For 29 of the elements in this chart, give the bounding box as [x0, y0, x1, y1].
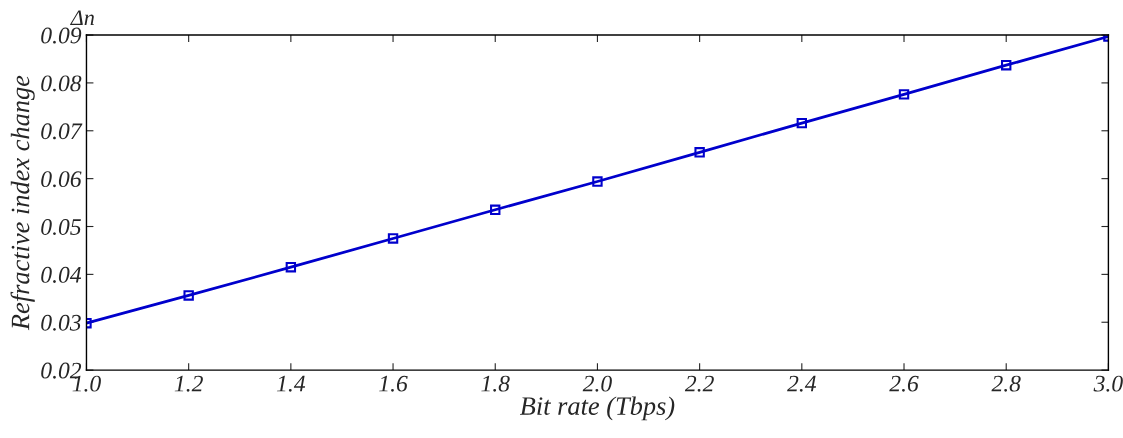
- point: [285, 261, 297, 273]
- y-tick-label: 0.05: [41, 219, 81, 236]
- x-tick-label: 1.4: [276, 375, 306, 392]
- point: [592, 176, 603, 187]
- y-tick-label: 0.04: [41, 266, 82, 283]
- x-tick-label: 2.8: [991, 375, 1021, 392]
- x-axis-title: Bit rate (Tbps): [519, 396, 675, 421]
- x-tick-label: 2.0: [582, 375, 612, 392]
- point: [898, 89, 910, 100]
- x-tick-label: 2.2: [684, 375, 714, 392]
- y-axis-title: Refractive index change: [10, 75, 35, 331]
- point: [694, 147, 705, 158]
- y-tick-label: 0.06: [41, 171, 82, 188]
- text: Δn: [70, 10, 94, 26]
- point: [1001, 59, 1012, 71]
- x-tick-label: 1.2: [174, 375, 203, 392]
- y-tick-label: 0.07: [41, 123, 83, 140]
- x-tick-label: 2.4: [787, 375, 817, 392]
- y-tick-label: 0.08: [41, 75, 82, 92]
- y-tick-label: 0.09: [41, 27, 82, 44]
- point: [387, 233, 399, 244]
- point: [490, 204, 501, 215]
- y-tick-label: 0.03: [41, 314, 81, 331]
- point: [183, 290, 194, 301]
- point: [796, 117, 808, 129]
- x-tick-label: 1.6: [379, 375, 408, 392]
- x-tick-label: 3.0: [1093, 375, 1123, 392]
- x-tick-label: 1.8: [481, 375, 510, 392]
- x-tick-label: 2.6: [889, 375, 919, 392]
